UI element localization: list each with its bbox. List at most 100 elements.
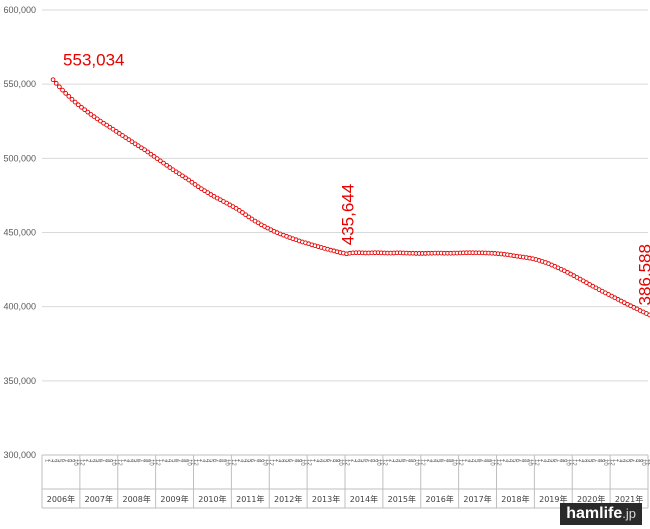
x-month-tick-label: 3 <box>504 459 510 463</box>
x-year-label: 2017年 <box>463 494 491 504</box>
data-point <box>66 93 72 99</box>
x-month-tick-label: 9 <box>220 459 226 463</box>
x-year-label: 2016年 <box>426 494 454 504</box>
x-month-tick-label: 7 <box>517 459 523 463</box>
x-month-tick-label: 8 <box>217 459 223 463</box>
data-point <box>53 80 59 86</box>
x-month-tick-label: 6 <box>438 459 444 463</box>
data-point <box>75 102 81 108</box>
data-label: 435,644 <box>339 184 358 245</box>
y-tick-label: 400,000 <box>3 302 36 312</box>
x-month-tick-label: 6 <box>514 459 520 463</box>
x-month-tick-label: 12 <box>609 459 615 466</box>
x-month-tick-label: 9 <box>523 459 529 463</box>
x-year-label: 2009年 <box>160 494 188 504</box>
data-point <box>91 114 97 119</box>
x-month-tick-label: 9 <box>637 459 643 463</box>
x-month-tick-label: 9 <box>145 459 151 463</box>
data-point <box>69 96 75 102</box>
y-tick-label: 300,000 <box>3 450 36 460</box>
data-point <box>113 128 119 134</box>
x-month-tick-label: 12 <box>457 459 463 466</box>
x-month-tick-label: 7 <box>100 459 106 463</box>
data-point <box>151 154 157 159</box>
x-month-tick-label: 4 <box>53 459 59 463</box>
x-month-tick-label: 7 <box>555 459 561 463</box>
x-month-tick-label: 11 <box>416 459 422 466</box>
x-month-tick-label: 1 <box>81 459 87 463</box>
x-month-tick-label: 11 <box>227 459 233 466</box>
y-axis: 300,000 350,000 400,000 450,000 500,000 550,0… <box>3 5 36 460</box>
x-month-tick-label: 4 <box>583 459 589 463</box>
x-month-tick-label: 5 <box>56 459 62 463</box>
x-month-tick-label: 5 <box>132 459 138 463</box>
data-point <box>167 165 173 170</box>
x-month-tick-label: 4 <box>129 459 135 463</box>
data-point <box>82 107 87 113</box>
x-month-tick-label: 6 <box>476 459 482 463</box>
x-month-tick-label: 1 <box>44 459 50 463</box>
x-year-label: 2007年 <box>85 494 113 504</box>
x-month-tick-label: 2 <box>501 459 507 463</box>
x-month-tick-label: 12 <box>571 459 577 466</box>
x-month-tick-label: 5 <box>435 459 441 463</box>
x-month-tick-label: 12 <box>154 459 160 466</box>
x-month-tick-label: 10 <box>451 459 457 466</box>
x-month-tick-label: 9 <box>107 459 113 463</box>
x-month-tick-label: 3 <box>50 459 56 463</box>
x-month-tick-label: 3 <box>429 459 435 463</box>
x-year-label: 2019年 <box>539 494 567 504</box>
data-point <box>154 156 160 161</box>
data-point <box>240 210 245 215</box>
x-month-tick-label: 11 <box>568 459 574 466</box>
x-month-tick-label: 12 <box>419 459 425 466</box>
x-month-tick-label: 10 <box>72 459 78 466</box>
x-month-tick-label: 5 <box>511 459 517 463</box>
x-month-tick-label: 8 <box>179 459 185 463</box>
x-month-tick-label: 5 <box>246 459 252 463</box>
x-month-tick-label: 5 <box>170 459 176 463</box>
data-point <box>145 149 151 155</box>
x-month-tick-label: 7 <box>403 459 409 463</box>
x-month-tick-label: 7 <box>290 459 296 463</box>
x-month-tick-label: 2 <box>312 459 318 463</box>
x-month-tick-label: 4 <box>205 459 211 463</box>
x-month-tick-label: 5 <box>283 459 289 463</box>
x-year-label: 2018年 <box>501 494 529 504</box>
x-month-tick-label: 9 <box>485 459 491 463</box>
series-line <box>50 77 650 318</box>
x-month-tick-label: 1 <box>271 459 277 463</box>
data-label: 386,588 <box>635 244 650 305</box>
data-point <box>183 175 188 181</box>
data-point <box>63 91 69 96</box>
x-month-tick-label: 11 <box>605 459 611 466</box>
x-month-tick-label: 2 <box>47 459 53 463</box>
x-month-tick-label: 11 <box>189 459 195 466</box>
x-month-tick-label: 3 <box>542 459 548 463</box>
x-month-tick-label: 11 <box>151 459 157 466</box>
x-month-tick-label: 6 <box>552 459 558 463</box>
x-year-label: 2012年 <box>274 494 302 504</box>
x-month-tick-label: 10 <box>261 459 267 466</box>
y-tick-label: 550,000 <box>3 79 36 89</box>
data-point <box>126 137 132 142</box>
x-month-tick-label: 11 <box>75 459 81 466</box>
x-month-tick-label: 5 <box>94 459 100 463</box>
x-month-tick-label: 10 <box>110 459 116 466</box>
x-month-tick-label: 8 <box>520 459 526 463</box>
x-month-tick-label: 2 <box>463 459 469 463</box>
data-label: 553,034 <box>63 51 124 70</box>
x-month-tick-label: 6 <box>362 459 368 463</box>
x-month-tick-label: 9 <box>69 459 75 463</box>
x-month-tick-label: 4 <box>91 459 97 463</box>
x-month-tick-label: 12 <box>116 459 122 466</box>
x-month-tick-label: 12 <box>495 459 501 466</box>
data-point <box>236 208 242 213</box>
data-point <box>123 135 128 140</box>
x-month-tick-label: 5 <box>321 459 327 463</box>
x-month-tick-label: 2 <box>388 459 394 463</box>
x-month-tick-label: 4 <box>508 459 514 463</box>
x-month-tick-label: 4 <box>470 459 476 463</box>
x-year-label: 2015年 <box>388 494 416 504</box>
x-month-tick-label: 1 <box>195 459 201 463</box>
